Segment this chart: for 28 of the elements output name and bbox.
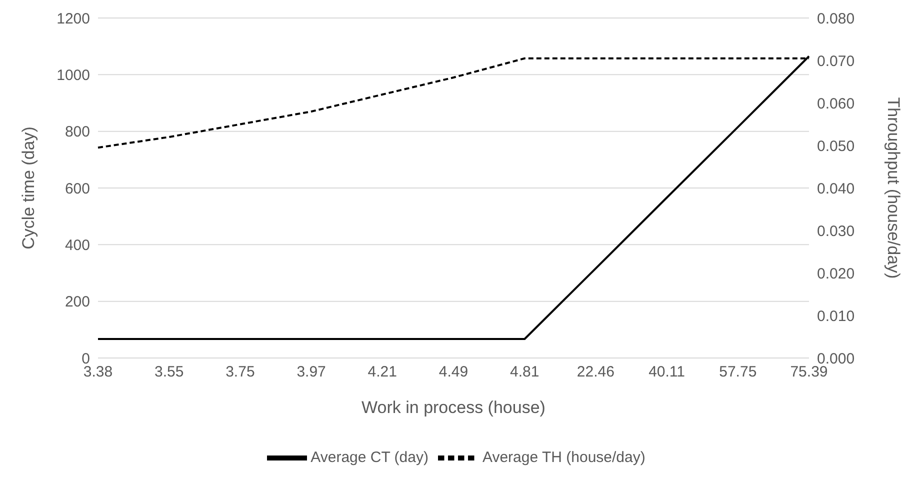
x-axis-title: Work in process (house) [362, 398, 546, 417]
x-tick-label: 57.75 [719, 364, 757, 381]
x-tick-label: 22.46 [576, 364, 614, 381]
y2-tick-label: 0.040 [817, 180, 855, 198]
x-tick-label: 4.49 [438, 364, 468, 381]
y-tick-label: 1000 [56, 66, 90, 84]
y2-tick-label: 0.080 [817, 10, 855, 28]
legend-label: Average CT (day) [310, 448, 428, 466]
y2-tick-label: 0.070 [817, 52, 855, 70]
y-tick-label: 1200 [56, 10, 90, 28]
x-tick-label: 3.55 [154, 364, 184, 381]
y-tick-label: 400 [64, 236, 90, 254]
x-tick-label: 4.81 [510, 364, 540, 381]
y2-tick-label: 0.020 [817, 265, 855, 282]
x-tick-label: 3.97 [296, 364, 326, 381]
y2-tick-label: 0.050 [817, 138, 855, 155]
y-tick-label: 600 [64, 180, 90, 198]
legend-label: Average TH (house/day) [482, 448, 646, 466]
y2-tick-label: 0.060 [817, 95, 855, 112]
y2-axis-title: Throughput (house/day) [884, 97, 903, 279]
y2-tick-label: 0.010 [817, 308, 855, 325]
y-axis-title: Cycle time (day) [19, 126, 38, 250]
y2-tick-label: 0.030 [817, 222, 855, 240]
y-tick-label: 200 [64, 294, 90, 311]
x-tick-label: 40.11 [648, 364, 686, 381]
x-tick-label: 3.75 [226, 364, 255, 381]
x-tick-label: 4.21 [368, 364, 397, 381]
y-tick-label: 800 [64, 124, 90, 141]
